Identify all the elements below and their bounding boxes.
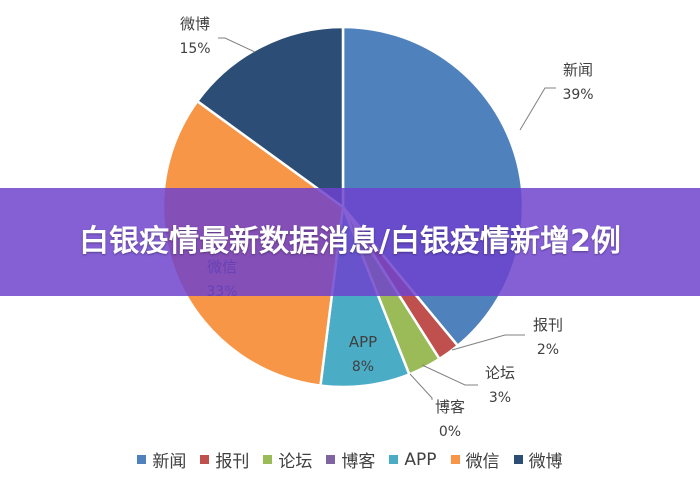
slice-category-label: APP xyxy=(349,333,377,351)
legend-item-论坛: 论坛 xyxy=(263,447,312,472)
legend-swatch xyxy=(263,455,273,464)
leader-line-新闻 xyxy=(519,87,556,131)
chart-legend: 新闻 报刊 论坛 博客 APP 微信 微博 xyxy=(0,447,700,472)
legend-item-微博: 微博 xyxy=(513,447,563,472)
leader-line-微博 xyxy=(218,37,256,53)
slice-percent-label: 15% xyxy=(179,41,210,57)
slice-category-label: 博客 xyxy=(435,398,465,416)
legend-item-报刊: 报刊 xyxy=(200,447,249,472)
legend-item-新闻: 新闻 xyxy=(137,447,186,472)
legend-swatch xyxy=(389,455,399,464)
slice-percent-label: 39% xyxy=(562,87,593,103)
legend-swatch xyxy=(200,455,210,464)
leader-line-报刊 xyxy=(451,334,525,351)
slice-percent-label: 8% xyxy=(352,359,374,375)
legend-swatch xyxy=(450,455,460,464)
legend-label: 新闻 xyxy=(152,452,187,472)
legend-label: 微信 xyxy=(465,452,500,472)
title-banner: 白银疫情最新数据消息/白银疫情新增2例 xyxy=(0,188,700,296)
legend-label: 博客 xyxy=(341,452,376,472)
legend-swatch xyxy=(513,455,523,464)
slice-category-label: 报刊 xyxy=(533,316,563,334)
legend-label: 论坛 xyxy=(278,452,313,472)
leader-line-论坛 xyxy=(421,364,478,386)
banner-title: 白银疫情最新数据消息/白银疫情新增2例 xyxy=(79,224,621,259)
legend-label: 微博 xyxy=(528,452,563,472)
slice-category-label: 微博 xyxy=(180,15,210,33)
legend-item-微信: 微信 xyxy=(450,447,500,472)
slice-percent-label: 0% xyxy=(439,424,461,440)
legend-item-APP: APP xyxy=(389,449,437,470)
slice-category-label: 新闻 xyxy=(563,61,593,79)
pie-slice-微博 xyxy=(195,25,345,210)
legend-swatch xyxy=(326,455,336,464)
slice-percent-label: 2% xyxy=(537,342,559,358)
slice-percent-label: 3% xyxy=(489,390,511,406)
legend-swatch xyxy=(137,455,147,464)
legend-label: 报刊 xyxy=(215,452,250,472)
legend-item-博客: 博客 xyxy=(326,447,375,472)
leader-line-博客 xyxy=(409,373,433,400)
slice-category-label: 论坛 xyxy=(485,364,515,382)
legend-label: APP xyxy=(404,449,437,470)
